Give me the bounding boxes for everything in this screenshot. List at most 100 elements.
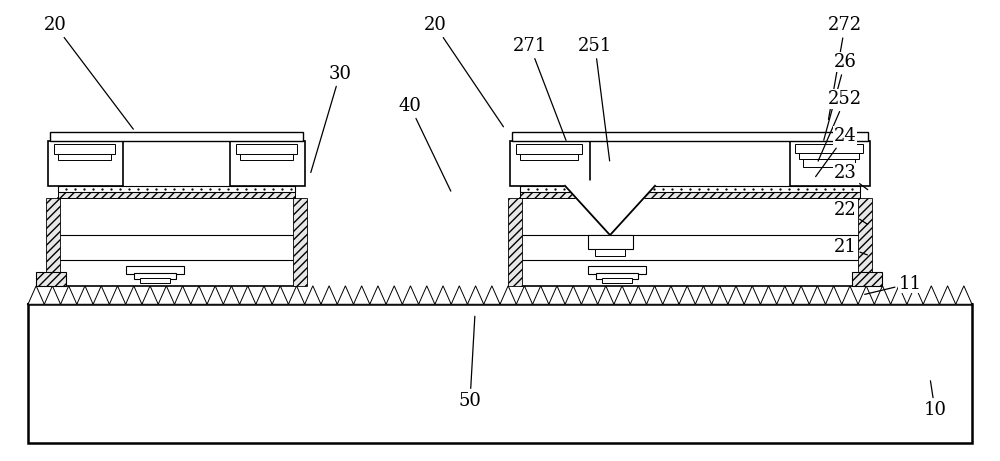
Polygon shape [549, 286, 565, 304]
Polygon shape [354, 286, 370, 304]
Bar [36, 272, 66, 286]
Polygon shape [826, 286, 842, 304]
Polygon shape [679, 286, 695, 304]
Polygon shape [614, 286, 630, 304]
Bar [54, 144, 115, 154]
Polygon shape [564, 181, 656, 235]
Polygon shape [500, 286, 516, 304]
Polygon shape [842, 286, 858, 304]
Bar [236, 144, 297, 154]
Bar [588, 266, 646, 274]
Text: 10: 10 [924, 381, 946, 420]
Polygon shape [77, 286, 93, 304]
Bar [58, 192, 295, 198]
Polygon shape [744, 286, 760, 304]
Bar [58, 186, 295, 192]
Polygon shape [370, 286, 386, 304]
Text: 271: 271 [513, 37, 566, 140]
Polygon shape [272, 286, 288, 304]
Bar [602, 278, 632, 283]
Bar [28, 304, 972, 443]
Bar [46, 198, 60, 286]
Bar [803, 159, 855, 167]
Polygon shape [44, 286, 61, 304]
Bar [48, 141, 123, 186]
Polygon shape [777, 286, 793, 304]
Polygon shape [288, 286, 305, 304]
Bar [520, 186, 860, 192]
Polygon shape [435, 286, 451, 304]
Bar [596, 273, 638, 279]
Text: 26: 26 [824, 53, 856, 140]
Polygon shape [484, 286, 500, 304]
Bar [230, 141, 305, 186]
Polygon shape [923, 286, 939, 304]
Polygon shape [142, 286, 158, 304]
Polygon shape [891, 286, 907, 304]
Text: 272: 272 [828, 16, 862, 119]
Polygon shape [858, 286, 874, 304]
Polygon shape [630, 286, 646, 304]
Polygon shape [223, 286, 240, 304]
Polygon shape [728, 286, 744, 304]
Polygon shape [28, 286, 44, 304]
Polygon shape [402, 286, 419, 304]
Bar [510, 141, 590, 186]
Polygon shape [907, 286, 923, 304]
Bar [140, 278, 170, 283]
Bar [520, 192, 860, 198]
Text: 20: 20 [424, 16, 503, 127]
Polygon shape [321, 286, 337, 304]
Text: 50: 50 [459, 316, 481, 410]
Bar [595, 249, 625, 256]
Polygon shape [451, 286, 467, 304]
Polygon shape [386, 286, 402, 304]
Polygon shape [305, 286, 321, 304]
Polygon shape [809, 286, 826, 304]
Polygon shape [419, 286, 435, 304]
Polygon shape [61, 286, 77, 304]
Polygon shape [695, 286, 712, 304]
Polygon shape [256, 286, 272, 304]
Bar [520, 198, 860, 286]
Polygon shape [712, 286, 728, 304]
Text: 40: 40 [399, 97, 451, 191]
Polygon shape [516, 286, 533, 304]
Polygon shape [760, 286, 777, 304]
Text: 20: 20 [44, 16, 133, 129]
Bar [799, 153, 859, 159]
Polygon shape [939, 286, 956, 304]
Text: 24: 24 [816, 127, 856, 177]
Bar [50, 132, 303, 141]
Text: 11: 11 [865, 274, 922, 295]
Bar [790, 141, 870, 186]
Text: 22: 22 [834, 201, 868, 225]
Polygon shape [793, 286, 809, 304]
Text: 23: 23 [834, 164, 868, 189]
Bar [126, 266, 184, 274]
Bar [58, 198, 295, 286]
Polygon shape [109, 286, 126, 304]
Polygon shape [126, 286, 142, 304]
Text: 252: 252 [818, 90, 862, 161]
Polygon shape [598, 286, 614, 304]
Bar [852, 272, 882, 286]
Bar [293, 198, 307, 286]
Polygon shape [191, 286, 207, 304]
Bar [134, 273, 176, 279]
Polygon shape [174, 286, 191, 304]
Polygon shape [93, 286, 109, 304]
Polygon shape [646, 286, 663, 304]
Bar [516, 144, 582, 154]
Polygon shape [874, 286, 891, 304]
Polygon shape [533, 286, 549, 304]
Polygon shape [337, 286, 354, 304]
Bar [512, 132, 868, 141]
Bar [240, 154, 293, 160]
Polygon shape [565, 286, 581, 304]
Bar [58, 154, 111, 160]
Text: 30: 30 [311, 65, 352, 172]
Polygon shape [581, 286, 598, 304]
Polygon shape [158, 286, 174, 304]
Polygon shape [663, 286, 679, 304]
